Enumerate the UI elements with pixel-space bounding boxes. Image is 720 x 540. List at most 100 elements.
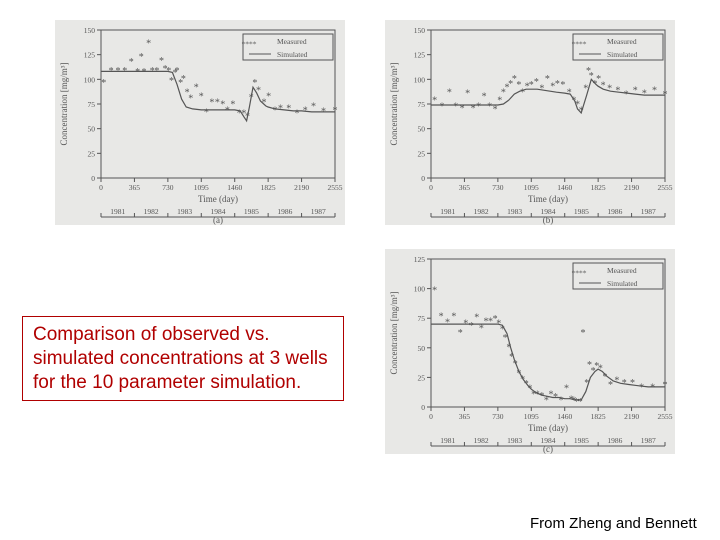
y-tick-label: 125	[414, 51, 426, 60]
y-tick-label: 25	[418, 149, 426, 158]
y-tick-label: 0	[91, 174, 95, 183]
x-tick-day: 1095	[524, 412, 539, 421]
measured-point: *	[109, 66, 114, 77]
caption-text: Comparison of observed vs. simulated con…	[33, 324, 328, 393]
attribution: From Zheng and Bennett	[530, 515, 697, 532]
measured-point: *	[321, 106, 326, 117]
x-tick-day: 2555	[658, 183, 673, 192]
measured-point: *	[286, 103, 291, 114]
x-tick-day: 0	[99, 183, 103, 192]
y-tick-label: 25	[418, 373, 426, 382]
y-tick-label: 100	[414, 75, 426, 84]
x-tick-year: 1981	[440, 436, 455, 445]
x-tick-year: 1987	[641, 207, 656, 216]
y-axis-label: Concentration [mg/m³]	[389, 63, 399, 146]
x-tick-year: 1981	[440, 207, 455, 216]
measured-point: *	[622, 378, 627, 389]
x-tick-day: 1825	[591, 183, 606, 192]
measured-point: *	[652, 86, 657, 97]
x-tick-day: 2555	[328, 183, 343, 192]
y-tick-label: 25	[88, 149, 96, 158]
y-tick-label: 100	[84, 75, 96, 84]
x-tick-year: 1983	[177, 207, 192, 216]
measured-point: *	[559, 396, 564, 407]
measured-point: *	[142, 67, 147, 78]
measured-point: *	[615, 86, 620, 97]
x-tick-year: 1985	[574, 436, 589, 445]
measured-point: *	[451, 312, 456, 323]
measured-point: *	[539, 84, 544, 95]
measured-point: *	[135, 67, 140, 78]
x-tick-day: 2555	[658, 412, 673, 421]
measured-point: *	[188, 94, 193, 105]
measured-point: *	[245, 111, 250, 122]
measured-point: *	[663, 380, 668, 391]
measured-point: *	[578, 397, 583, 408]
measured-point: *	[122, 66, 127, 77]
measured-point: *	[584, 378, 589, 389]
measured-point: *	[650, 383, 655, 394]
measured-point: *	[458, 328, 463, 339]
x-tick-year: 1982	[144, 207, 159, 216]
x-axis-label: Time (day)	[528, 423, 568, 433]
subplot-label: (b)	[543, 215, 554, 225]
legend-label-measured: Measured	[607, 266, 637, 275]
x-tick-day: 1825	[261, 183, 276, 192]
measured-point: *	[278, 103, 283, 114]
x-tick-day: 365	[459, 412, 471, 421]
measured-point: *	[534, 77, 539, 88]
legend-marker-measured: ****	[572, 269, 587, 278]
y-tick-label: 100	[414, 285, 426, 294]
legend-label-simulated: Simulated	[277, 50, 308, 59]
legend-marker-measured: ****	[572, 40, 587, 49]
subplot-label: (c)	[543, 444, 553, 454]
measured-point: *	[447, 88, 452, 99]
chart-c: 0255075100125036573010951460182521902555…	[385, 249, 675, 454]
x-tick-day: 730	[492, 183, 504, 192]
measured-point: *	[581, 328, 586, 339]
measured-point: *	[663, 90, 668, 101]
y-tick-label: 0	[421, 403, 425, 412]
x-tick-year: 1986	[607, 207, 622, 216]
x-tick-year: 1987	[641, 436, 656, 445]
measured-point: *	[460, 103, 465, 114]
measured-point: *	[311, 101, 316, 112]
measured-point: *	[101, 78, 106, 89]
measured-point: *	[642, 89, 647, 100]
x-tick-day: 1095	[194, 183, 209, 192]
y-tick-label: 0	[421, 174, 425, 183]
y-tick-label: 75	[418, 100, 426, 109]
measured-point: *	[439, 312, 444, 323]
measured-point: *	[463, 319, 468, 330]
measured-point: *	[445, 317, 450, 328]
simulated-series	[101, 71, 335, 120]
x-tick-year: 1987	[311, 207, 326, 216]
x-tick-day: 1825	[591, 412, 606, 421]
measured-point: *	[603, 372, 608, 383]
measured-point: *	[249, 93, 254, 104]
measured-point: *	[465, 89, 470, 100]
measured-point: *	[146, 38, 151, 49]
measured-point: *	[630, 378, 635, 389]
measured-point: *	[560, 80, 565, 91]
measured-point: *	[225, 105, 230, 116]
measured-point: *	[175, 66, 180, 77]
measured-point: *	[139, 52, 144, 63]
measured-point: *	[294, 108, 299, 119]
x-tick-year: 1985	[244, 207, 259, 216]
measured-point: *	[256, 86, 261, 97]
measured-point: *	[601, 81, 606, 92]
measured-point: *	[439, 101, 444, 112]
x-tick-day: 0	[429, 412, 433, 421]
x-tick-year: 1982	[474, 207, 489, 216]
measured-point: *	[474, 313, 479, 324]
measured-point: *	[209, 98, 214, 109]
measured-point: *	[129, 57, 134, 68]
chart-b: 0255075100125150036573010951460182521902…	[385, 20, 675, 225]
measured-point: *	[487, 101, 492, 112]
measured-point: *	[639, 383, 644, 394]
x-tick-day: 730	[492, 412, 504, 421]
y-axis-label: Concentration [mg/m³]	[389, 292, 399, 375]
measured-point: *	[453, 101, 458, 112]
legend-label-simulated: Simulated	[607, 50, 638, 59]
